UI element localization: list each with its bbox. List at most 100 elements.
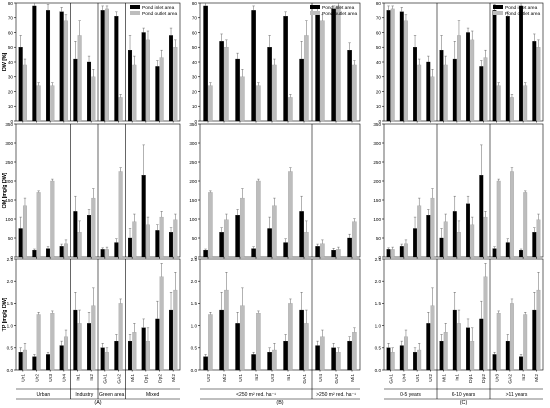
y-tick-label: 350	[5, 122, 13, 127]
outlet-bar	[352, 64, 357, 122]
outlet-bar	[118, 97, 123, 122]
outlet-bar	[336, 352, 341, 371]
legend-label-inlet: Pond inlet area	[142, 5, 175, 11]
category-label: Ur2	[34, 374, 40, 382]
outlet-bar	[118, 303, 123, 371]
category-label: In1	[75, 374, 81, 381]
outlet-bar	[91, 76, 96, 122]
outlet-bar	[208, 192, 213, 258]
outlet-bar	[77, 232, 82, 258]
inlet-bar	[439, 340, 444, 371]
outlet-bar	[320, 20, 325, 122]
outlet-bar	[352, 221, 357, 258]
y-tick-label: 0	[194, 255, 197, 260]
y-tick-label: 1.0	[375, 323, 382, 328]
category-label: GA1	[302, 374, 308, 384]
y-tick-label: 250	[189, 160, 197, 165]
y-tick-label: 100	[5, 217, 13, 222]
outlet-bar	[443, 332, 448, 371]
outlet-bar	[50, 313, 55, 371]
y-tick-label: 0.5	[7, 346, 14, 351]
category-label: Mi1	[441, 374, 447, 382]
legend-swatch-inlet	[310, 5, 320, 9]
outlet-bar	[430, 76, 435, 122]
outlet-bar	[523, 314, 528, 371]
inlet-bar	[439, 50, 444, 122]
inlet-bar	[492, 10, 497, 122]
category-label: Mi1	[350, 374, 356, 382]
inlet-bar	[299, 58, 304, 122]
outlet-bar	[457, 35, 461, 122]
outlet-bar	[496, 313, 501, 371]
category-label: Ur1	[21, 374, 27, 382]
y-tick-label: 0	[378, 255, 381, 260]
group-label: <250 m² red. ha⁻¹	[236, 392, 276, 398]
outlet-bar	[173, 289, 178, 371]
outlet-bar	[50, 85, 55, 122]
outlet-bar	[63, 20, 68, 122]
y-tick-label: 50	[192, 45, 198, 50]
legend-swatch-outlet	[130, 11, 140, 15]
outlet-bar	[159, 216, 164, 258]
outlet-bar	[272, 349, 277, 371]
category-label: Ur2	[428, 374, 434, 382]
y-tick-label: 0.0	[191, 368, 198, 373]
outlet-bar	[443, 221, 448, 258]
inlet-bar	[413, 47, 417, 122]
outlet-bar	[132, 332, 137, 371]
outlet-bar	[430, 197, 435, 258]
y-tick-label: 150	[5, 198, 13, 203]
outlet-bar	[159, 276, 164, 371]
outlet-bar	[240, 305, 245, 371]
inlet-bar	[18, 228, 23, 258]
category-label: GA1	[103, 374, 109, 384]
legend-label-inlet: Pond inlet area	[322, 5, 355, 11]
outlet-bar	[224, 219, 229, 258]
outlet-bar	[63, 336, 68, 371]
inlet-bar	[235, 323, 240, 371]
outlet-bar	[536, 289, 541, 371]
group-label: Industry	[75, 392, 93, 398]
category-label: GA2	[508, 374, 514, 384]
y-axis-label: TP [mg/g DW]	[2, 297, 8, 331]
inlet-bar	[155, 230, 160, 258]
y-tick-label: 1.5	[375, 301, 382, 306]
outlet-bar	[240, 76, 245, 122]
panel-label: (A)	[94, 400, 101, 406]
outlet-bar	[91, 197, 96, 258]
y-tick-label: 50	[8, 236, 14, 241]
inlet-bar	[219, 232, 224, 258]
y-tick-label: 0.0	[7, 368, 14, 373]
outlet-bar	[390, 8, 395, 122]
outlet-bar	[173, 219, 178, 258]
group-label: >250 m² red. ha⁻¹	[316, 392, 356, 398]
inlet-bar	[267, 228, 272, 258]
outlet-bar	[22, 64, 27, 122]
inlet-bar	[87, 215, 92, 258]
inlet-bar	[315, 246, 320, 258]
outlet-bar	[390, 352, 395, 371]
y-tick-label: 80	[192, 1, 198, 6]
inlet-bar	[532, 41, 537, 122]
inlet-bar	[141, 175, 146, 258]
inlet-bar	[492, 248, 497, 258]
y-tick-label: 0.5	[191, 346, 198, 351]
outlet-bar	[22, 349, 27, 371]
outlet-bar	[470, 224, 475, 258]
y-tick-label: 200	[373, 179, 381, 184]
y-tick-label: 250	[5, 160, 13, 165]
inlet-bar	[235, 58, 240, 122]
outlet-bar	[304, 232, 309, 258]
inlet-bar	[492, 354, 497, 371]
inlet-bar	[283, 340, 288, 371]
inlet-bar	[479, 318, 484, 371]
outlet-bar	[104, 352, 109, 371]
outlet-bar	[320, 243, 325, 258]
y-tick-label: 0.5	[375, 346, 382, 351]
outlet-bar	[417, 64, 422, 122]
inlet-bar	[347, 237, 352, 258]
inlet-bar	[73, 211, 78, 258]
y-axis-label: TP [mg/g DW]	[2, 297, 8, 331]
outlet-bar	[256, 313, 261, 371]
